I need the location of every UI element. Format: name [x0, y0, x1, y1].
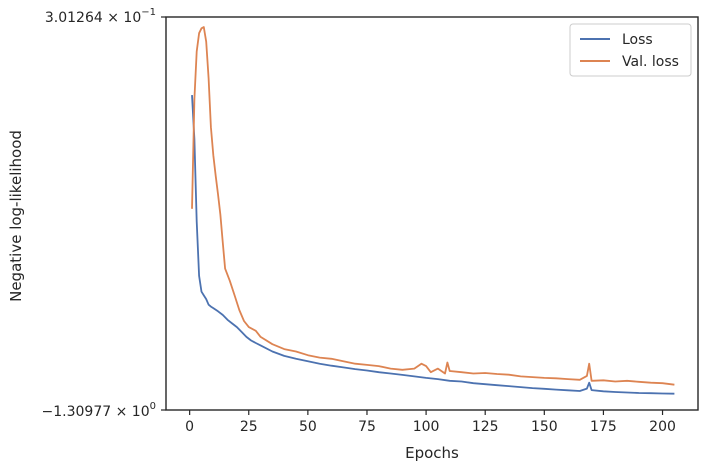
y-tick-label-bottom: −1.30977 × 100 [42, 401, 156, 420]
y-tick-label-top: 3.01264 × 10−1 [45, 7, 156, 26]
x-axis: 0 25 50 75 100 125 150 175 200 [185, 410, 676, 435]
legend-label-val-loss: Val. loss [622, 54, 679, 70]
x-tick-label: 50 [299, 419, 317, 435]
x-tick-label: 125 [472, 419, 499, 435]
series-line-loss [191, 95, 675, 395]
x-tick-label: 150 [531, 419, 558, 435]
legend-label-loss: Loss [622, 32, 653, 48]
x-tick-label: 75 [358, 419, 376, 435]
series-line-val-loss [191, 26, 675, 386]
x-tick-label: 100 [413, 419, 440, 435]
x-tick-label: 25 [240, 419, 258, 435]
x-tick-label: 0 [185, 419, 194, 435]
x-tick-label: 200 [649, 419, 676, 435]
plot-area [191, 26, 675, 395]
legend: Loss Val. loss [569, 23, 692, 77]
legend-box [569, 23, 692, 77]
y-axis-title: Negative log-likelihood [7, 130, 25, 302]
axes-frame [165, 16, 699, 411]
x-axis-title: Epochs [405, 444, 459, 462]
x-tick-label: 175 [590, 419, 617, 435]
